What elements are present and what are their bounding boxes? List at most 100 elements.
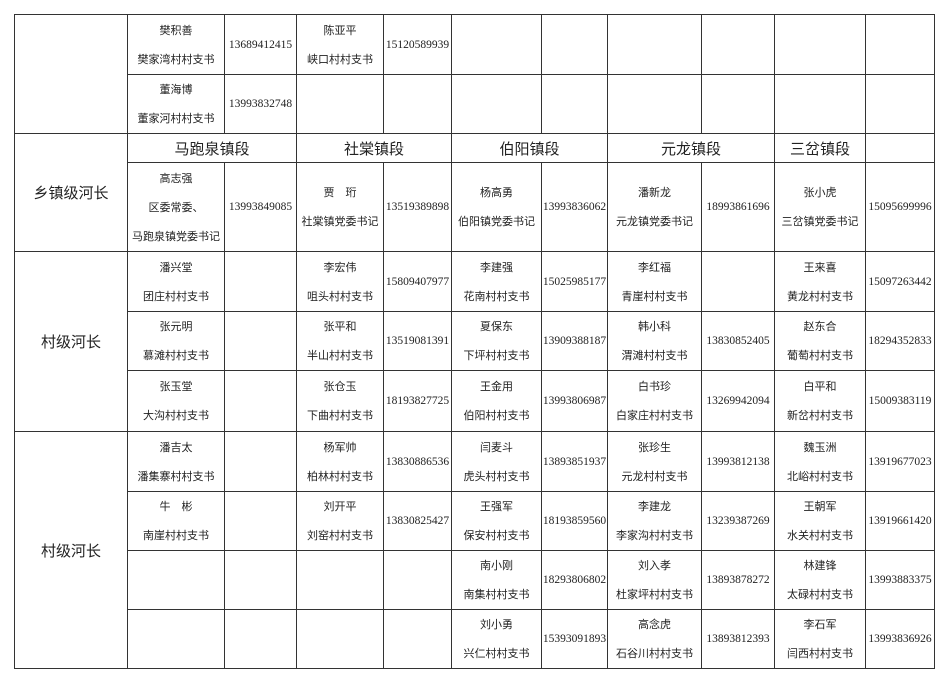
- chief-title: 元龙镇党委书记: [616, 215, 693, 228]
- chief-name: 张小虎: [803, 186, 837, 199]
- phone-cell: [865, 74, 935, 134]
- chief-name: 李宏伟: [323, 260, 357, 274]
- chief-name: 杨军帅: [323, 440, 357, 454]
- table-row: 牛 彬南崖村村支书 刘开平 刘窑村村支书 13830825427 王强军 保安村村支书 18…: [15, 491, 935, 551]
- chief-cell: 陈亚平 峡口村村支书: [296, 14, 384, 75]
- chief-title: 伯阳村村支书: [463, 409, 530, 422]
- phone-cell: 15393091893: [541, 609, 608, 669]
- chief-name: 张平和: [323, 320, 357, 333]
- chief-title: 保安村村支书: [463, 529, 530, 542]
- chief-name: 潘兴堂: [159, 260, 193, 274]
- chief-title: 董家河村村支书: [137, 112, 215, 125]
- phone-cell: 13239387269: [701, 491, 775, 551]
- table-row: 高志强区委常委、马跑泉镇党委书记 13993849085 贾 珩社棠镇党委书记 135…: [15, 162, 935, 252]
- chief-title: 石谷川村村支书: [616, 647, 693, 660]
- phone-cell: 13919661420: [865, 491, 935, 551]
- chief-title: 虎头村村支书: [463, 469, 530, 483]
- chief-title: 青崖村村支书: [621, 289, 688, 303]
- chief-title: 白家庄村村支书: [616, 409, 693, 422]
- phone-cell: [224, 609, 297, 669]
- phone-cell: 13919677023: [865, 431, 935, 492]
- phone-cell: 13519081391: [383, 311, 452, 371]
- chief-cell: 贾 珩社棠镇党委书记: [296, 162, 384, 252]
- phone-cell: 13519389898: [383, 162, 452, 252]
- phone-cell: [224, 431, 297, 492]
- chief-name: 韩小科: [638, 320, 671, 333]
- chief-title: 杜家坪村村支书: [616, 588, 693, 601]
- chief-name: 刘小勇: [480, 618, 513, 631]
- phone-cell: [701, 14, 775, 75]
- chief-cell: 牛 彬南崖村村支书: [127, 491, 225, 551]
- chief-cell: 赵东合 葡萄村村支书: [774, 311, 866, 371]
- table-row: 村级河长 潘兴堂 团庄村村支书 李宏伟 咀头村村支书 15809407977 李建强 花南村村…: [14, 251, 935, 432]
- phone-cell: [865, 14, 935, 75]
- chief-name: 刘入孝: [638, 559, 671, 572]
- phone-cell: 13993849085: [224, 162, 297, 252]
- chief-name: 潘新龙: [638, 186, 671, 199]
- phone-cell: 13830825427: [383, 491, 452, 551]
- chief-title: 咀头村村支书: [307, 289, 373, 303]
- phone-cell: 15097263442: [865, 251, 935, 312]
- chief-cell: 闫麦斗 虎头村村支书: [451, 431, 542, 492]
- chief-cell: 刘小勇 兴仁村村支书: [451, 609, 542, 669]
- chief-cell: 张珍生 元龙村村支书: [607, 431, 702, 492]
- phone-cell: 15095699996: [865, 162, 935, 252]
- phone-cell: 18294352833: [865, 311, 935, 371]
- chief-cell: 张元明 慕滩村村支书: [127, 311, 225, 371]
- chief-title: 马跑泉镇党委书记: [132, 229, 220, 243]
- phone-cell: 13893878272: [701, 550, 775, 610]
- phone-cell: 13830852405: [701, 311, 775, 371]
- phone-cell: [383, 74, 452, 134]
- chief-cell: 夏保东 下坪村村支书: [451, 311, 542, 371]
- segment-header: 马跑泉镇段: [127, 133, 297, 163]
- chief-cell: [451, 74, 542, 134]
- chief-title: 区委常委、: [148, 200, 204, 214]
- phone-cell: 13993836926: [865, 609, 935, 669]
- table-row: 南小刚 南集村村支书 18293806802 刘入孝 杜家坪村村支书 1389387827…: [15, 550, 935, 610]
- chief-name: 潘吉太: [159, 440, 193, 454]
- chief-name: 王金用: [480, 380, 513, 393]
- level-label: 乡镇级河长: [14, 133, 128, 252]
- chief-title: 半山村村支书: [307, 349, 373, 362]
- phone-cell: 13269942094: [701, 370, 775, 432]
- chief-name: 林建锋: [803, 559, 837, 572]
- phone-cell: [224, 491, 297, 551]
- chief-cell: 李建强 花南村村支书: [451, 251, 542, 312]
- chief-cell: 李建龙 李家沟村村支书: [607, 491, 702, 551]
- chief-name: 董海博: [159, 83, 193, 96]
- chief-name: 王强军: [480, 500, 513, 513]
- chief-cell: 白平和 新岔村村支书: [774, 370, 866, 432]
- phone-cell: 13993812138: [701, 431, 775, 492]
- chief-cell: [774, 14, 866, 75]
- segment-header-row: 乡镇级河长 马跑泉镇段 社棠镇段 伯阳镇段 元龙镇段 三岔镇段: [14, 133, 935, 252]
- phone-cell: 13830886536: [383, 431, 452, 492]
- chief-cell: 杨军帅 柏林村村支书: [296, 431, 384, 492]
- chief-cell: 董海博董家河村村支书: [127, 74, 225, 134]
- chief-title: 柏林村村支书: [307, 469, 373, 483]
- chief-cell: 林建锋 太碌村村支书: [774, 550, 866, 610]
- table-row: 董海博 董家河村村支书 13993832748: [15, 74, 935, 134]
- chief-title: 团庄村村支书: [143, 289, 209, 303]
- phone-cell: 18193827725: [383, 370, 452, 432]
- chief-name: 张玉堂: [159, 380, 193, 393]
- chief-title: 太碌村村支书: [787, 588, 853, 601]
- chief-title: 社棠镇党委书记: [301, 215, 379, 228]
- chief-title: 峡口村村支书: [307, 52, 373, 66]
- chief-name: 王朝军: [803, 500, 837, 513]
- chief-name: 高志强: [159, 171, 193, 185]
- phone-cell: 18193859560: [541, 491, 608, 551]
- phone-cell: 18993861696: [701, 162, 775, 252]
- chief-name: 刘开平: [323, 500, 357, 513]
- chief-cell: 刘入孝杜家坪村村支书: [607, 550, 702, 610]
- chief-title: 三岔镇党委书记: [781, 215, 859, 228]
- phone-cell: 13993806987: [541, 370, 608, 432]
- chief-cell: 李石军 闫西村村支书: [774, 609, 866, 669]
- phone-cell: 15809407977: [383, 251, 452, 312]
- chief-cell: 高念虎 石谷川村村支书: [607, 609, 702, 669]
- chief-cell: 李宏伟 咀头村村支书: [296, 251, 384, 312]
- chief-title: 李家沟村村支书: [616, 529, 693, 542]
- chief-cell: 张平和 半山村村支书: [296, 311, 384, 371]
- segment-header: 社棠镇段: [296, 133, 452, 163]
- phone-cell: [701, 251, 775, 312]
- chief-cell: 王来喜 黄龙村村支书: [774, 251, 866, 312]
